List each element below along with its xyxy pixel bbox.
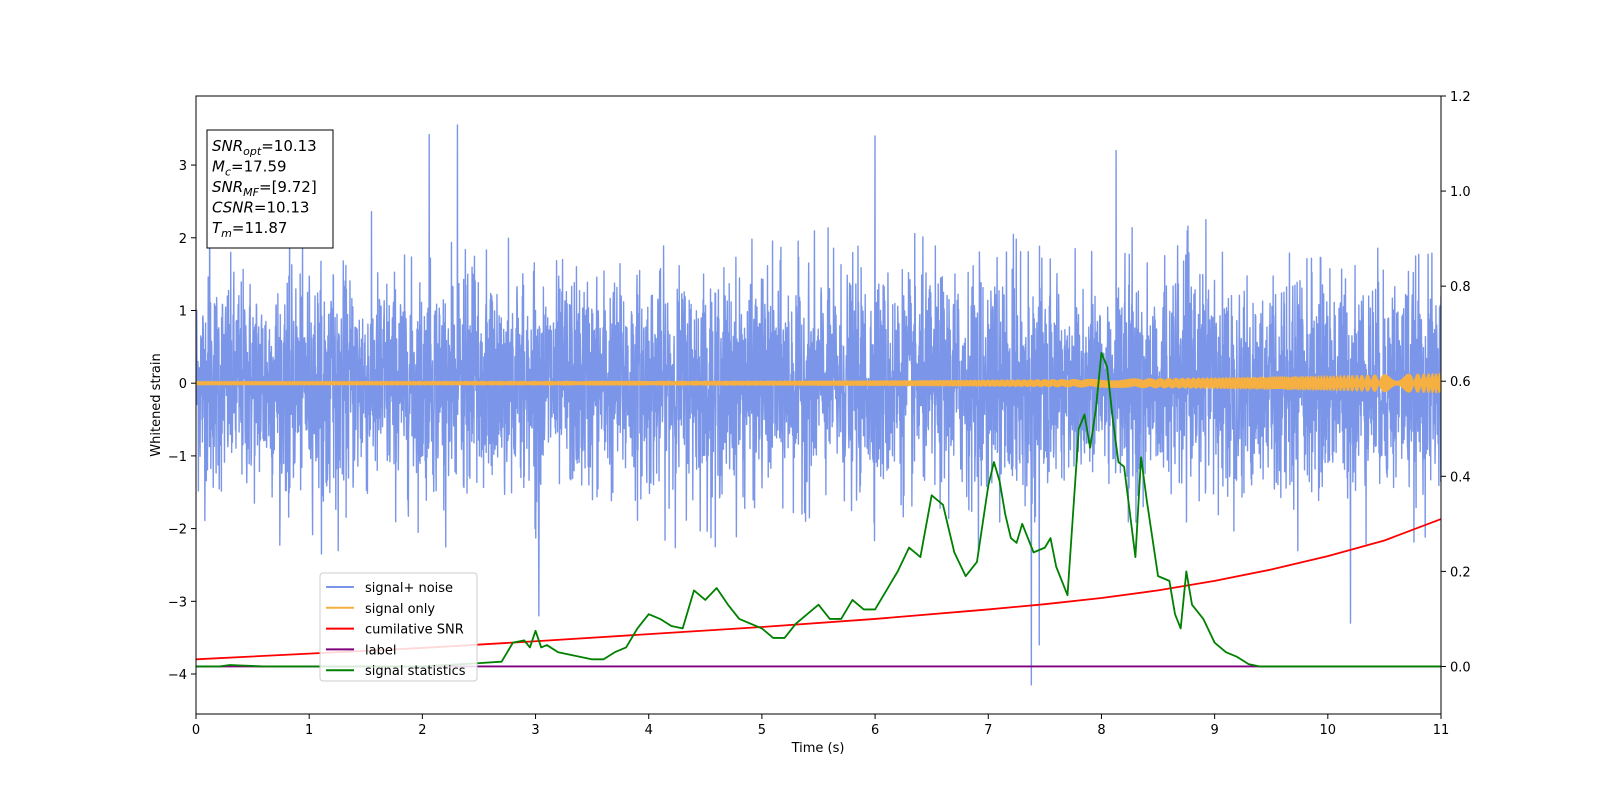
y2-tick-label: 1.0 bbox=[1450, 185, 1471, 200]
y2-tick-label: 0.8 bbox=[1450, 280, 1471, 295]
x-tick-label: 10 bbox=[1320, 723, 1337, 738]
annotation-line: Mc=17.59 bbox=[212, 158, 287, 179]
x-tick-label: 9 bbox=[1210, 723, 1218, 738]
x-tick-label: 1 bbox=[305, 723, 313, 738]
x-axis: 0 1 2 3 4 5 6 7 8 9 10 11 bbox=[192, 714, 1449, 738]
legend-entry: cumilative SNR bbox=[365, 623, 464, 638]
y-tick-label: 2 bbox=[179, 232, 187, 247]
series-signal-only-line bbox=[196, 372, 1441, 394]
x-tick-label: 11 bbox=[1433, 723, 1450, 738]
x-tick-label: 2 bbox=[418, 723, 426, 738]
series-cumilative-snr-line bbox=[196, 518, 1441, 661]
y-tick-label: −3 bbox=[168, 595, 187, 610]
y-axis-label: Whitened strain bbox=[149, 353, 164, 456]
x-tick-label: 7 bbox=[984, 723, 992, 738]
axes-frame bbox=[195, 95, 1442, 715]
x-tick-label: 5 bbox=[758, 723, 766, 738]
y2-tick-label: 0.6 bbox=[1450, 375, 1471, 390]
legend-entry: signal+ noise bbox=[365, 581, 453, 596]
y2-tick-label: 0.4 bbox=[1450, 470, 1471, 485]
x-axis-label: Time (s) bbox=[791, 741, 845, 756]
annotation-line: SNRMF=[9.72] bbox=[212, 178, 317, 199]
x-tick-label: 0 bbox=[192, 723, 200, 738]
series-signal-statistics-line bbox=[196, 351, 1441, 668]
stats-annotation-box: SNRopt=10.13Mc=17.59SNRMF=[9.72]CSNR=10.… bbox=[206, 129, 334, 249]
y-tick-label: −2 bbox=[168, 523, 187, 538]
y-axis-left: 3 2 1 0 −1 −2 −3 −4 bbox=[168, 159, 196, 683]
legend-frame bbox=[319, 572, 478, 682]
legend: signal+ noise signal only cumilative SNR la… bbox=[319, 572, 478, 682]
legend-entry: signal statistics bbox=[365, 664, 466, 679]
legend-entry: signal only bbox=[365, 602, 435, 617]
x-tick-label: 3 bbox=[531, 723, 539, 738]
y2-tick-label: 0.2 bbox=[1450, 565, 1471, 580]
y-tick-label: −1 bbox=[168, 450, 187, 465]
y2-tick-label: 1.2 bbox=[1450, 90, 1471, 105]
x-tick-label: 4 bbox=[645, 723, 653, 738]
annotation-line: Tm=11.87 bbox=[212, 219, 287, 240]
y-tick-label: −4 bbox=[168, 668, 187, 683]
x-tick-label: 6 bbox=[871, 723, 879, 738]
y-tick-label: 1 bbox=[179, 304, 187, 319]
y2-tick-label: 0.0 bbox=[1450, 660, 1471, 675]
y-tick-label: 0 bbox=[179, 377, 187, 392]
y-axis-right: 1.2 1.0 0.8 0.6 0.4 0.2 0.0 bbox=[1441, 90, 1471, 675]
annotation-line: CSNR=10.13 bbox=[212, 199, 309, 217]
annotation-line: SNRopt=10.13 bbox=[212, 137, 317, 158]
x-tick-label: 8 bbox=[1097, 723, 1105, 738]
legend-entry: label bbox=[365, 643, 396, 658]
y-tick-label: 3 bbox=[179, 159, 187, 174]
series-signal-noise-line bbox=[196, 124, 1441, 686]
annotation-frame bbox=[206, 129, 334, 249]
